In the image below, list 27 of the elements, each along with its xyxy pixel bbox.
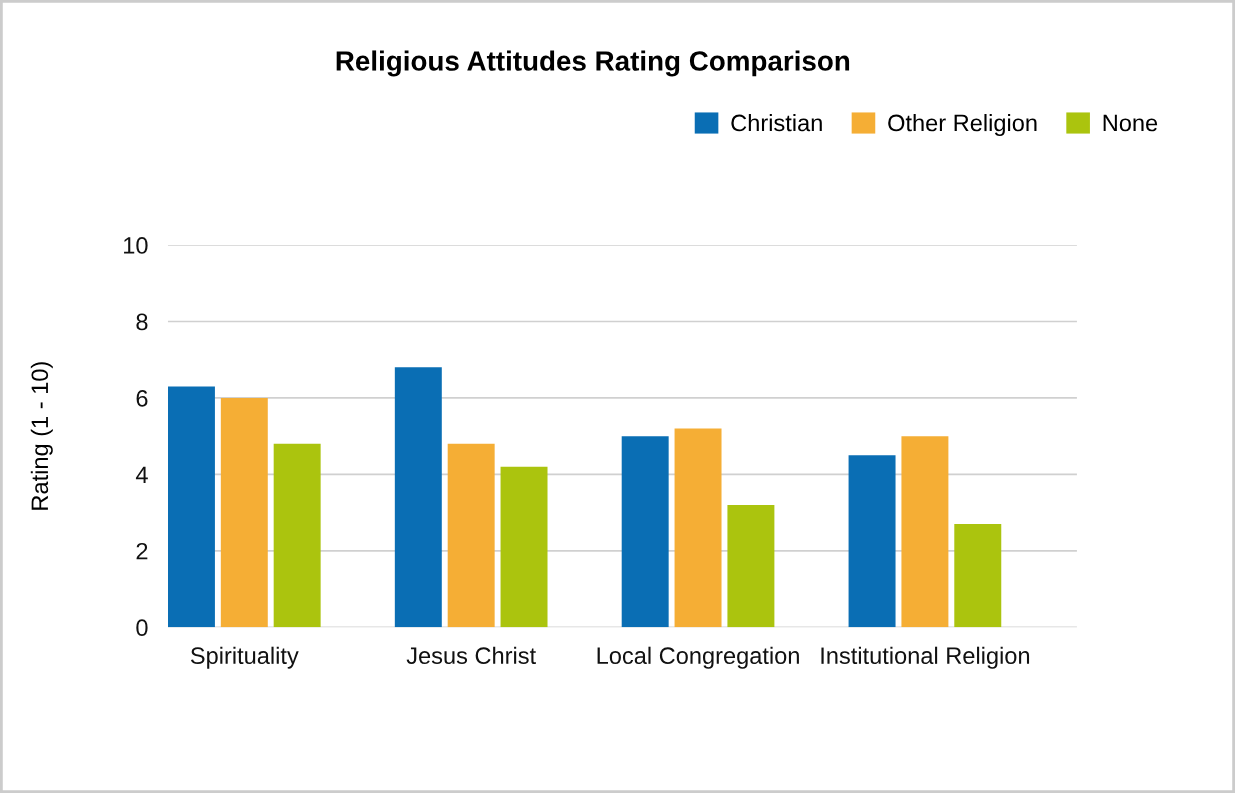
bar [727, 504, 775, 628]
x-tick-label: Institutional Religion [821, 646, 1030, 669]
bar [500, 466, 548, 628]
y-tick-label: 0 [136, 619, 148, 637]
y-tick-label: 10 [124, 237, 148, 254]
bar [954, 524, 1002, 628]
bar [621, 436, 669, 628]
x-tick-label: Jesus Christ [406, 646, 536, 665]
legend-label: Christian [731, 113, 822, 132]
y-tick-label: 2 [136, 542, 148, 560]
legend-label: None [1103, 114, 1158, 132]
y-tick-label: 6 [136, 390, 148, 407]
bar [273, 443, 321, 628]
y-tick-label: 4 [135, 466, 148, 483]
bar [674, 428, 722, 628]
chart-title: Religious Attitudes Rating Comparison [336, 50, 850, 77]
bar [167, 386, 215, 628]
bar [220, 397, 268, 628]
y-axis-title: Rating (1 - 10) [30, 362, 53, 510]
x-tick-label: Local Congregation [597, 646, 799, 669]
bar [447, 443, 495, 628]
bar [848, 455, 896, 628]
x-tick-label: Spirituality [190, 646, 299, 669]
y-tick-label: 8 [136, 313, 148, 331]
bar [394, 367, 442, 628]
bar [901, 436, 949, 628]
legend-label: Other Religion [888, 113, 1037, 136]
